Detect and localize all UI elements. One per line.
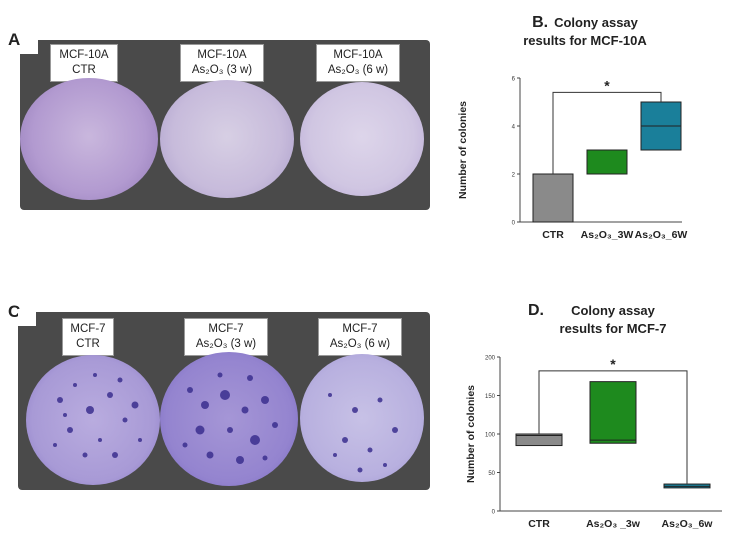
- panel-a-label-3w-line2: As₂O₃ (3 w): [191, 64, 253, 76]
- chart-b-significance-star: *: [604, 77, 610, 93]
- panel-c-label-3w-line2: As₂O₃ (3 w): [195, 338, 257, 350]
- panel-c-label-6w-line1: MCF-7: [342, 323, 378, 335]
- panel-c-dish-ctr: [26, 355, 160, 485]
- panel-a-dish-3w: [160, 80, 294, 198]
- panel-c-label-ctr: MCF-7 CTR: [62, 318, 114, 356]
- chart-b-y-tick-label-0: 0: [512, 221, 516, 227]
- panel-a-label-ctr: MCF-10A CTR: [50, 44, 118, 82]
- chart-b-y-tick-label-3: 6: [512, 77, 516, 83]
- panel-b-letter: B.: [532, 14, 549, 31]
- chart-b-category-label-0: CTR: [542, 229, 564, 241]
- panel-d-letter: D.: [528, 302, 544, 319]
- panel-a-label-ctr-line1: MCF-10A: [59, 49, 109, 61]
- chart-d-category-label-1: As₂O₃ _3w: [586, 518, 641, 530]
- panel-c-label-6w: MCF-7 As₂O₃ (6 w): [318, 318, 402, 356]
- chart-b-box-1: [586, 149, 628, 175]
- panel-c-dish-3w: [160, 352, 298, 486]
- panel-a-dish-6w: [300, 82, 424, 196]
- panel-c-label-6w-line2: As₂O₃ (6 w): [329, 338, 391, 350]
- chart-d-y-tick-label-1: 50: [488, 471, 495, 477]
- panel-c-label-3w-line1: MCF-7: [208, 323, 244, 335]
- chart-b-y-tick-label-1: 2: [512, 173, 516, 179]
- chart-b-category-label-1: As₂O₃_3W: [581, 229, 634, 241]
- chart-b-title-line2: results for MCF-10A: [523, 33, 647, 48]
- chart-d-title: D. Colony assay results for MCF-7: [528, 302, 698, 338]
- panel-c-label-ctr-line2: CTR: [76, 338, 100, 350]
- chart-b-category-label-2: As₂O₃_6W: [635, 229, 688, 241]
- chart-d-y-tick-label-0: 0: [492, 510, 496, 516]
- chart-b-y-tick-label-2: 4: [512, 125, 516, 131]
- panel-c-label-3w: MCF-7 As₂O₃ (3 w): [184, 318, 268, 356]
- chart-d-significance-bracket: [538, 370, 688, 485]
- chart-b-box-0: [532, 173, 574, 223]
- chart-d-y-axis-label: Number of colonies: [465, 385, 477, 483]
- chart-d-category-label-2: As₂O₃_6w: [662, 518, 714, 530]
- chart-b: 0 2 4 6 Number of colonies CTR As₂O₃_3W As₂O₃_6…: [457, 77, 688, 242]
- panel-c-corner-notch: [18, 312, 36, 326]
- chart-d-y-tick-label-4: 200: [485, 356, 496, 362]
- panel-c-dish-6w: [300, 354, 424, 482]
- chart-b-title-line1: Colony assay: [554, 15, 638, 30]
- panel-a-label-6w-line1: MCF-10A: [333, 49, 383, 61]
- chart-b-y-axis-label: Number of colonies: [457, 101, 469, 199]
- panel-a-label-3w-line1: MCF-10A: [197, 49, 247, 61]
- chart-d-category-label-0: CTR: [528, 518, 550, 530]
- chart-d-title-line2: results for MCF-7: [559, 321, 667, 336]
- panel-a-label-6w-line2: As₂O₃ (6 w): [327, 64, 389, 76]
- chart-d-y-tick-label-3: 150: [485, 394, 496, 400]
- chart-d-y-tick-label-2: 100: [485, 433, 496, 439]
- chart-b-title: B. Colony assay results for MCF-10A: [500, 14, 670, 50]
- chart-d-title-line1: Colony assay: [571, 303, 655, 318]
- panel-a-label-3w: MCF-10A As₂O₃ (3 w): [180, 44, 264, 82]
- panel-a-label-6w: MCF-10A As₂O₃ (6 w): [316, 44, 400, 82]
- chart-d-significance-star: *: [610, 356, 616, 372]
- chart-d-box-1: [589, 381, 637, 444]
- panel-a-dish-ctr: [20, 78, 158, 200]
- chart-d: 0 50 100 150 200 Number of colonies CTR As₂O₃ _…: [465, 356, 722, 530]
- chart-b-significance-bracket: [552, 91, 662, 174]
- panel-c-label-ctr-line1: MCF-7: [70, 323, 106, 335]
- panel-a-corner-notch: [20, 40, 38, 54]
- panel-a-label-ctr-line2: CTR: [72, 64, 96, 76]
